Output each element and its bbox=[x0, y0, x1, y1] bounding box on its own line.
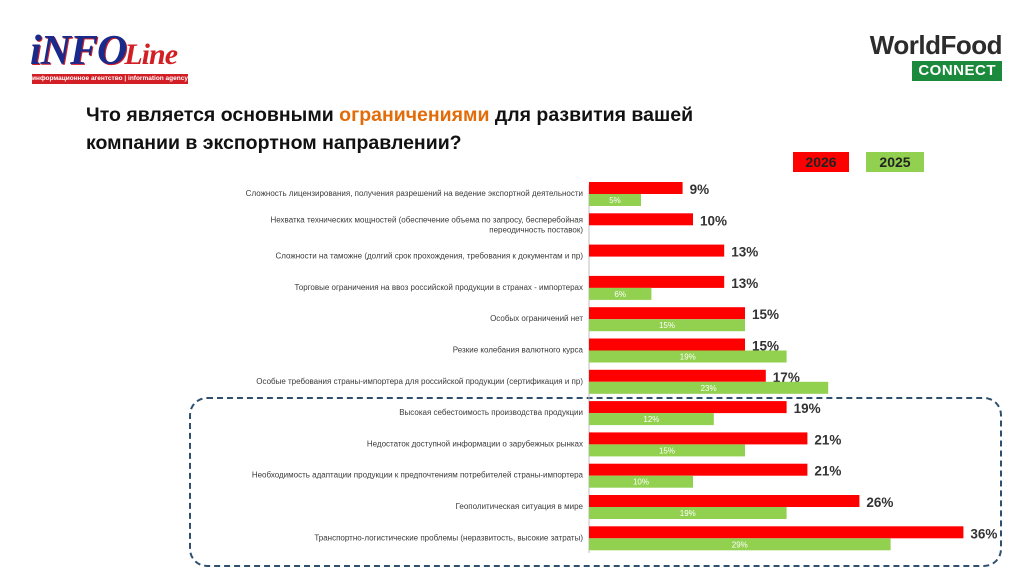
infoline-logo-tagline: информационное агентство | information a… bbox=[32, 74, 188, 84]
bar-2025 bbox=[589, 507, 787, 519]
category-label: Торговые ограничения на ввоз российской … bbox=[295, 283, 583, 292]
bar-2025 bbox=[589, 475, 693, 488]
bar-2025 bbox=[589, 444, 745, 457]
category-label: Особых ограничений нет bbox=[490, 314, 583, 323]
category-label: Недостаток доступной информации о зарубе… bbox=[367, 439, 583, 448]
worldfood-logo-title: WorldFood bbox=[869, 30, 1003, 60]
value-label-2025: 15% bbox=[659, 446, 675, 455]
bar-2026 bbox=[589, 369, 766, 382]
category-label: Сложность лицензирования, получения разр… bbox=[246, 189, 583, 198]
value-label-2026: 21% bbox=[814, 432, 841, 447]
value-label-2026: 9% bbox=[690, 182, 710, 197]
value-label-2026: 15% bbox=[752, 339, 779, 354]
value-label-2026: 26% bbox=[866, 495, 893, 510]
legend-2025: 2025 bbox=[866, 152, 924, 172]
category-label: Особые требования страны-импортера для р… bbox=[256, 377, 583, 386]
value-label-2025: 19% bbox=[680, 353, 696, 362]
legend-2026-label: 2026 bbox=[805, 154, 837, 170]
infoline-logo: iNFOLine информационное агентство | info… bbox=[30, 30, 200, 90]
bar-2026 bbox=[589, 307, 745, 320]
chart-title-highlight: ограничениями bbox=[339, 104, 490, 126]
value-label-2026: 17% bbox=[773, 370, 800, 385]
value-label-2026: 36% bbox=[970, 526, 997, 541]
bar-2026 bbox=[589, 244, 725, 257]
category-label: Транспортно-логистические проблемы (нера… bbox=[314, 533, 583, 542]
bar-2026 bbox=[589, 401, 787, 414]
bar-2025 bbox=[589, 413, 714, 426]
value-label-2026: 13% bbox=[731, 276, 758, 291]
bar-2026 bbox=[589, 338, 745, 351]
chart-title: Что является основными ограничениями для… bbox=[86, 101, 706, 157]
bar-2026 bbox=[589, 275, 725, 288]
bar-2025 bbox=[589, 381, 829, 394]
value-label-2025: 10% bbox=[633, 478, 649, 487]
category-label: Резкие колебания валютного курса bbox=[453, 346, 584, 355]
value-label-2025: 15% bbox=[659, 321, 675, 330]
value-label-2025: 23% bbox=[701, 384, 717, 393]
bar-2026 bbox=[589, 526, 964, 539]
value-label-2025: 12% bbox=[643, 415, 659, 424]
bar-2026 bbox=[589, 182, 683, 194]
legend-2026: 2026 bbox=[793, 152, 849, 172]
value-label-2025: 29% bbox=[732, 540, 748, 549]
worldfood-logo-badge: CONNECT bbox=[912, 61, 1002, 81]
value-label-2026: 19% bbox=[794, 401, 821, 416]
value-label-2026: 15% bbox=[752, 307, 779, 322]
value-label-2026: 13% bbox=[731, 245, 758, 260]
value-label-2026: 10% bbox=[700, 213, 727, 228]
category-label: Высокая себестоимость производства проду… bbox=[399, 408, 583, 417]
infoline-logo-word: iNFOLine bbox=[30, 28, 178, 74]
bar-2026 bbox=[589, 213, 693, 226]
bar-2025 bbox=[589, 350, 787, 363]
value-label-2025: 5% bbox=[609, 196, 621, 205]
highlight-box bbox=[189, 397, 1002, 567]
bar-2025 bbox=[589, 194, 641, 206]
value-label-2025: 19% bbox=[680, 509, 696, 518]
bar-2025 bbox=[589, 538, 891, 551]
bar-2026 bbox=[589, 432, 808, 445]
chart-title-part1: Что является основными bbox=[86, 104, 340, 126]
category-label: переодичность поставок) bbox=[489, 225, 583, 234]
value-label-2025: 6% bbox=[614, 290, 626, 299]
bar-2026 bbox=[589, 495, 860, 507]
category-label: Необходимость адаптации продукции к пред… bbox=[252, 471, 584, 480]
value-label-2026: 21% bbox=[814, 464, 841, 479]
category-label: Сложности на таможне (долгий срок прохож… bbox=[275, 252, 583, 261]
bar-2025 bbox=[589, 287, 652, 300]
category-label: Геополитическая ситуация в мире bbox=[456, 502, 584, 511]
bar-2025 bbox=[589, 319, 745, 332]
chart-title-part2: для развития вашей компании в экспортном… bbox=[86, 104, 694, 154]
category-label: Нехватка технических мощностей (обеспече… bbox=[270, 215, 583, 224]
legend-2025-label: 2025 bbox=[879, 154, 911, 170]
bar-2026 bbox=[589, 463, 808, 476]
worldfood-connect-logo: WorldFood CONNECT bbox=[832, 30, 1003, 84]
